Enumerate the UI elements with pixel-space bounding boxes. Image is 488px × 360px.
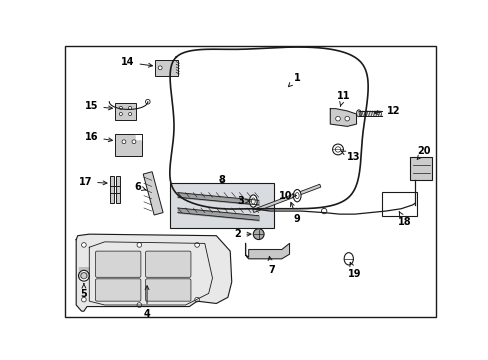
Text: 18: 18 [397, 212, 411, 227]
Bar [116, 176, 120, 203]
Circle shape [137, 303, 142, 307]
Text: 15: 15 [85, 101, 112, 111]
Text: 2: 2 [234, 229, 250, 239]
Circle shape [321, 208, 326, 214]
Circle shape [344, 116, 349, 121]
Bar [143, 172, 163, 215]
Circle shape [132, 140, 136, 144]
Circle shape [145, 99, 150, 104]
Polygon shape [136, 134, 142, 139]
FancyBboxPatch shape [145, 251, 190, 277]
Circle shape [335, 147, 340, 152]
Text: 16: 16 [85, 132, 112, 142]
Text: 10: 10 [278, 191, 296, 201]
Text: 6: 6 [134, 182, 146, 192]
Circle shape [81, 297, 86, 302]
FancyBboxPatch shape [95, 251, 141, 277]
Ellipse shape [249, 195, 257, 207]
Text: 4: 4 [143, 286, 150, 319]
Text: 20: 20 [416, 146, 430, 159]
Circle shape [81, 243, 86, 247]
FancyBboxPatch shape [115, 103, 136, 120]
Text: 9: 9 [290, 202, 300, 224]
Polygon shape [76, 234, 231, 311]
FancyBboxPatch shape [95, 279, 141, 301]
FancyBboxPatch shape [115, 134, 142, 156]
Text: 14: 14 [121, 58, 152, 67]
Text: 8: 8 [218, 175, 224, 185]
FancyArrow shape [252, 184, 320, 212]
Circle shape [119, 112, 122, 116]
Circle shape [128, 112, 131, 116]
Text: 12: 12 [373, 106, 399, 116]
FancyBboxPatch shape [154, 60, 178, 76]
Polygon shape [245, 243, 289, 259]
Circle shape [81, 273, 87, 279]
Bar [170, 183, 274, 228]
Ellipse shape [251, 198, 255, 204]
Circle shape [137, 243, 142, 247]
Ellipse shape [293, 189, 301, 202]
FancyBboxPatch shape [381, 192, 416, 216]
Circle shape [253, 229, 264, 239]
Text: 7: 7 [267, 256, 275, 275]
Text: 19: 19 [347, 262, 361, 279]
FancyBboxPatch shape [145, 279, 190, 301]
FancyBboxPatch shape [409, 157, 431, 180]
Circle shape [194, 297, 199, 302]
Ellipse shape [356, 110, 360, 117]
Circle shape [122, 140, 125, 144]
Text: 1: 1 [288, 73, 300, 87]
Text: 11: 11 [336, 91, 349, 106]
Circle shape [158, 66, 162, 70]
Polygon shape [329, 109, 356, 126]
Circle shape [128, 106, 131, 109]
Bar [110, 176, 114, 203]
Text: 3: 3 [237, 196, 249, 206]
Text: 13: 13 [341, 151, 360, 162]
Ellipse shape [344, 253, 353, 265]
Text: 5: 5 [81, 284, 87, 299]
Circle shape [194, 243, 199, 247]
Circle shape [335, 116, 340, 121]
Circle shape [119, 106, 122, 109]
Circle shape [79, 270, 89, 281]
Ellipse shape [295, 193, 299, 199]
Text: 17: 17 [79, 177, 107, 187]
Circle shape [332, 144, 343, 155]
